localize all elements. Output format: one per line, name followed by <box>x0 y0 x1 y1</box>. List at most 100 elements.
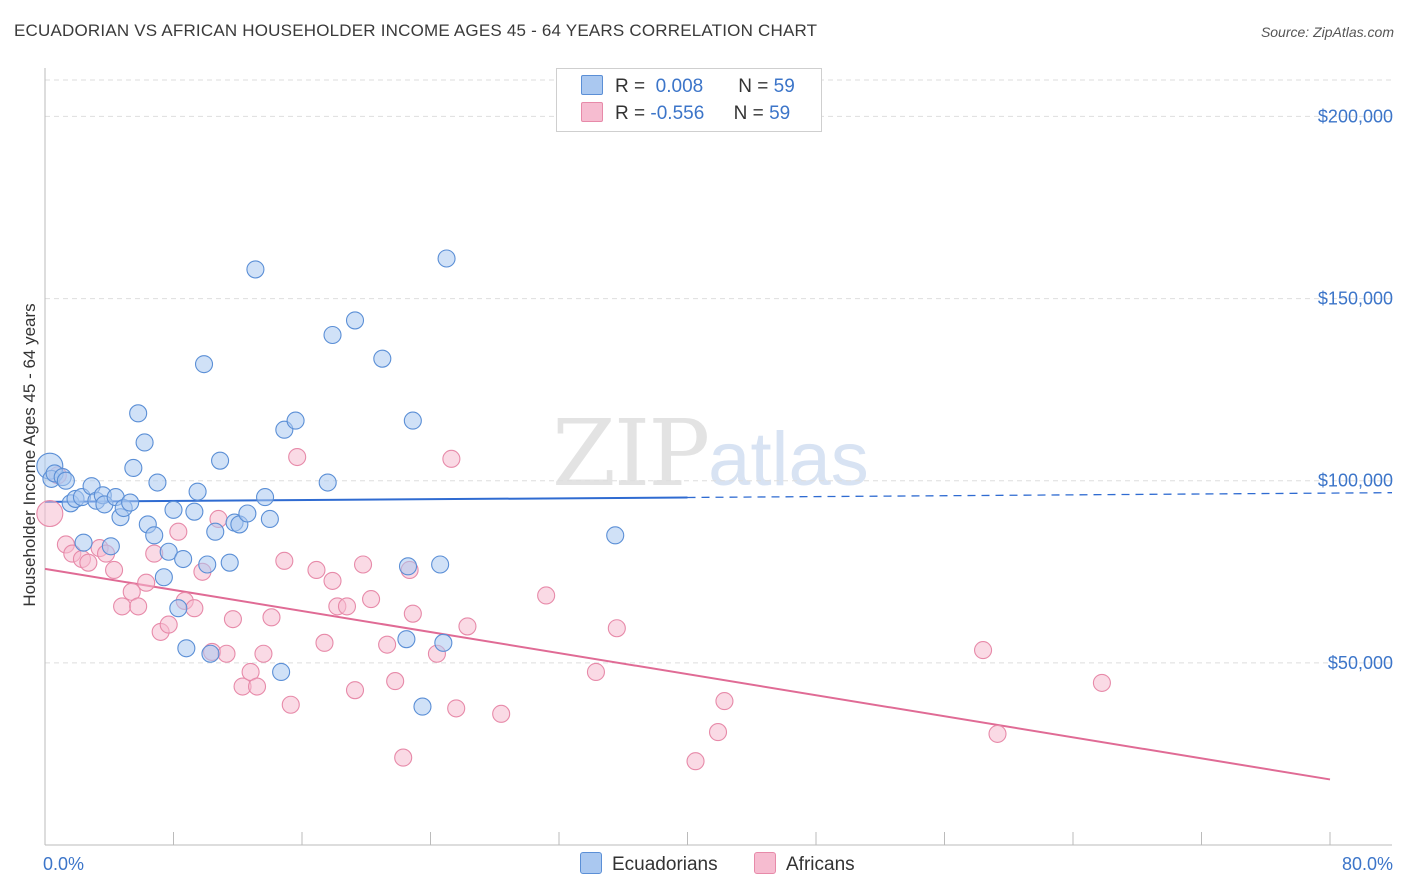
african-point <box>36 499 64 528</box>
african-point <box>247 677 267 696</box>
grid-lines <box>45 79 1392 664</box>
ecuadorian-point <box>135 433 154 452</box>
ecuadorian-points <box>36 249 625 716</box>
correlation-legend: R = 0.008 N = 59 R = -0.556 N = 59 <box>556 68 822 132</box>
african-point <box>708 723 728 742</box>
ecuadorian-point <box>169 599 188 618</box>
y-tick-label: $150,000 <box>1318 289 1393 309</box>
legend-row-ecuadorians: R = 0.008 N = 59 <box>581 75 795 99</box>
ecuadorian-trend-extension <box>687 492 1393 499</box>
chart-title: ECUADORIAN VS AFRICAN HOUSEHOLDER INCOME… <box>14 21 818 40</box>
legend-r-label: R = <box>615 103 646 124</box>
ecuadorian-point <box>145 526 164 545</box>
y-axis-label: Householder Income Ages 45 - 64 years <box>20 303 39 606</box>
legend-n-label: N = <box>738 76 769 97</box>
african-point <box>1092 673 1111 692</box>
african-point <box>288 447 307 467</box>
african-legend-label: Africans <box>786 854 855 875</box>
ecuadorian-point <box>373 349 392 368</box>
african-point <box>458 617 477 636</box>
african-point <box>217 644 236 663</box>
african-point <box>223 610 242 629</box>
legend-row-africans: R = -0.556 N = 59 <box>581 102 790 126</box>
african-swatch <box>581 102 603 122</box>
legend-n-label: N = <box>733 103 764 124</box>
african-trend-line <box>44 567 1331 781</box>
african-point <box>185 599 204 618</box>
african-point <box>353 555 373 574</box>
african-point <box>362 590 381 609</box>
african-point <box>262 608 281 627</box>
x-tick-label: 0.0% <box>43 854 84 874</box>
ecuadorian-point <box>74 533 93 552</box>
ecuadorian-point <box>272 662 291 682</box>
axis-labels: $50,000 $100,000 $150,000 $200,000 0.0% 80.0%… <box>20 106 1393 874</box>
ecuadorian-swatch <box>581 75 603 95</box>
ecuadorian-point <box>198 555 217 574</box>
y-tick-label: $200,000 <box>1318 106 1393 126</box>
african-point <box>169 522 188 541</box>
ecuadorian-point <box>238 504 257 523</box>
african-points <box>36 447 1111 771</box>
ecuadorian-point <box>159 542 178 561</box>
african-point <box>307 560 326 580</box>
watermark-atlas: atlas <box>708 417 869 502</box>
ecuadorian-point <box>124 458 143 478</box>
african-point <box>315 633 334 652</box>
ecuadorian-point <box>437 249 456 268</box>
ecuadorian-legend-swatch <box>580 852 602 874</box>
ecuadorian-point <box>121 493 140 512</box>
ecuadorian-trend-line <box>44 496 688 503</box>
ecuadorian-point <box>154 568 173 587</box>
african-point <box>973 641 993 660</box>
legend-r-label: R = <box>615 76 646 97</box>
legend-r-value: -0.556 <box>650 103 705 124</box>
bottom-legend-africans: Africans <box>754 852 855 876</box>
trend-lines <box>44 492 1393 781</box>
ecuadorian-point <box>148 473 167 492</box>
african-point <box>275 551 294 570</box>
ecuadorian-point <box>174 549 193 569</box>
african-point <box>345 681 365 700</box>
source-label: Source: ZipAtlas.com <box>1260 24 1394 40</box>
watermark-zip: ZIP <box>552 400 710 507</box>
ecuadorian-point <box>185 502 204 521</box>
african-point <box>323 571 342 590</box>
african-point <box>586 662 605 682</box>
african-legend-swatch <box>754 852 776 874</box>
african-point <box>137 573 156 592</box>
african-point <box>79 553 98 572</box>
ecuadorian-point <box>246 260 265 279</box>
legend-n-value: 59 <box>773 76 795 97</box>
ecuadorian-point <box>431 555 450 574</box>
legend-r-value: 0.008 <box>655 76 704 97</box>
african-point <box>403 604 422 623</box>
y-tick-label: $100,000 <box>1318 471 1393 491</box>
ecuadorian-point <box>606 526 625 545</box>
ecuadorian-point <box>398 557 418 576</box>
ecuadorian-point <box>129 404 148 423</box>
ecuadorian-point <box>256 488 275 507</box>
african-point <box>447 699 466 718</box>
x-tick-label: 80.0% <box>1342 854 1393 874</box>
ecuadorian-point <box>101 537 120 556</box>
ecuadorian-legend-label: Ecuadorians <box>612 854 718 875</box>
ecuadorian-point <box>318 473 337 492</box>
african-point <box>386 672 405 691</box>
legend-n-value: 59 <box>769 103 791 124</box>
african-point <box>159 615 178 634</box>
ecuadorian-point <box>177 639 196 658</box>
ecuadorian-point <box>206 522 225 541</box>
ecuadorian-point <box>345 311 365 330</box>
ecuadorian-point <box>211 451 230 470</box>
bottom-legend-ecuadorians: Ecuadorians <box>580 852 718 876</box>
ecuadorian-point <box>286 411 305 430</box>
watermark: ZIPatlas <box>552 400 869 507</box>
ecuadorian-point <box>397 630 416 649</box>
ecuadorian-point <box>164 500 183 519</box>
ecuadorian-point <box>413 697 432 716</box>
african-point <box>113 597 132 616</box>
ecuadorian-point <box>403 411 422 430</box>
african-point <box>715 692 734 711</box>
